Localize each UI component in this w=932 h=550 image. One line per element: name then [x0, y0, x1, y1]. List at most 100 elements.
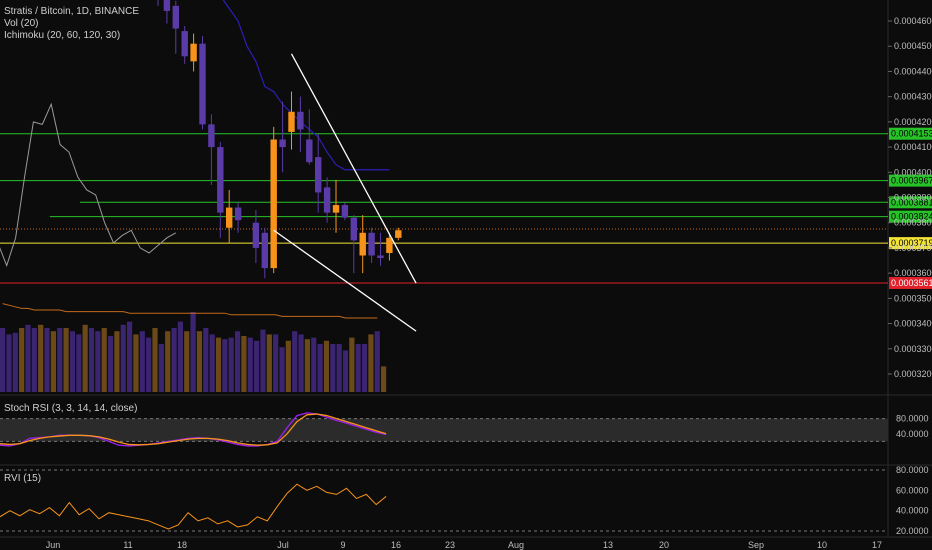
stoch-band [0, 418, 888, 442]
candle [199, 36, 206, 130]
main-legend: Stratis / Bitcoin, 1D, BINANCE Vol (20) … [4, 6, 139, 42]
rvi-legend: RVI (15) [4, 473, 41, 485]
volume-bar [355, 344, 361, 392]
price-level-tag-label: 0.0003881 [891, 197, 932, 207]
candle [261, 227, 268, 279]
ichimoku-legend[interactable]: Ichimoku (20, 60, 120, 30) [4, 30, 121, 41]
candle-body [315, 157, 322, 193]
candle-body [368, 232, 375, 256]
symbol-title[interactable]: Stratis / Bitcoin, 1D, BINANCE [4, 6, 140, 17]
volume-bar [107, 336, 114, 392]
volume-bar [38, 324, 44, 392]
volume-bar [133, 334, 139, 392]
candle-body [306, 139, 313, 163]
price-level-tag-label: 0.0003824 [891, 212, 932, 222]
candle [315, 134, 322, 213]
candle [395, 227, 402, 241]
candle [279, 101, 286, 173]
rvi-tick-label: 40.0000 [896, 506, 929, 516]
time-tick-label: Aug [508, 540, 524, 550]
candle-body [332, 205, 340, 213]
volume-bar [266, 334, 272, 392]
volume-legend[interactable]: Vol (20) [4, 18, 39, 29]
candle [270, 126, 277, 274]
candle-layer [157, 0, 402, 279]
volume-bar [203, 328, 209, 392]
volume-bar [19, 328, 25, 392]
candle-body [341, 205, 349, 218]
candle [157, 0, 159, 6]
price-level-tag-bg [889, 210, 932, 223]
rvi-title[interactable]: RVI (15) [4, 473, 42, 484]
volume-bar [165, 331, 171, 392]
volume-bar [88, 328, 95, 392]
rvi-tick-label: 60.0000 [896, 485, 929, 495]
volume-bar [285, 340, 291, 392]
volume-bar [57, 328, 63, 392]
volume-bar [381, 366, 387, 392]
stoch-rsi-pane [0, 412, 888, 447]
volume-bar [31, 328, 37, 392]
candle-body [217, 147, 224, 213]
candle [252, 210, 260, 264]
candle [297, 96, 304, 153]
candle [306, 109, 313, 165]
price-level-tag-bg [889, 174, 932, 187]
volume-bar [361, 344, 368, 392]
candle-body [350, 217, 357, 241]
candle [226, 189, 233, 243]
volume-bar [336, 344, 342, 392]
trendline [273, 229, 417, 332]
stoch-rsi-title[interactable]: Stoch RSI (3, 3, 14, 14, close) [4, 403, 138, 414]
rvi-tick-label: 20.0000 [896, 526, 929, 536]
volume-bar [273, 334, 279, 392]
price-level-tag: 0.0003561 [889, 276, 932, 289]
trendline-layer[interactable] [273, 53, 417, 332]
candle [386, 232, 393, 261]
candle-body [359, 232, 366, 256]
candle [217, 142, 224, 238]
volume-bar [63, 328, 69, 392]
price-tick-label: 0.0004600 [894, 16, 932, 26]
rvi-line [0, 483, 387, 530]
price-level-tag-label: 0.0003561 [891, 278, 932, 288]
candle [190, 33, 197, 72]
candle-body [377, 255, 384, 259]
candle-body [226, 207, 233, 228]
volume-bar [190, 312, 196, 392]
price-level-tag-bg [889, 237, 932, 250]
volume-bar [260, 329, 266, 392]
volume-bar [247, 337, 253, 392]
rvi-tick-label: 80.0000 [896, 465, 929, 475]
volume-bar [196, 331, 203, 392]
candle [163, 0, 171, 24]
price-level-tag-bg [889, 127, 932, 140]
price-level-tag-label: 0.0003719 [891, 238, 932, 248]
volume-bar [228, 337, 234, 392]
time-tick-label: Jun [46, 540, 61, 550]
volume-bar [139, 331, 145, 392]
volume-bar [330, 344, 336, 392]
candle [234, 202, 242, 233]
levels-layer: 0.0004153 0.0003967 0.0003881 0.0003824 0.00… [0, 127, 932, 289]
price-level-tag-label: 0.0004153 [891, 129, 932, 139]
candle-body [395, 230, 402, 238]
price-level-tag: 0.0004153 [889, 127, 932, 140]
time-axis: Jun 11 18 Jul 9 16 23 Aug 13 20 Sep 10 17 [46, 540, 882, 550]
time-tick-label: Sep [748, 540, 764, 550]
candle-body [208, 124, 215, 148]
time-tick-label: 11 [123, 540, 132, 550]
stoch-tick-label: 40.0000 [896, 429, 929, 439]
price-grid [0, 0, 932, 538]
volume-bar [146, 337, 152, 392]
price-level-tag: 0.0003967 [889, 174, 932, 187]
time-tick-label: 9 [340, 540, 345, 550]
